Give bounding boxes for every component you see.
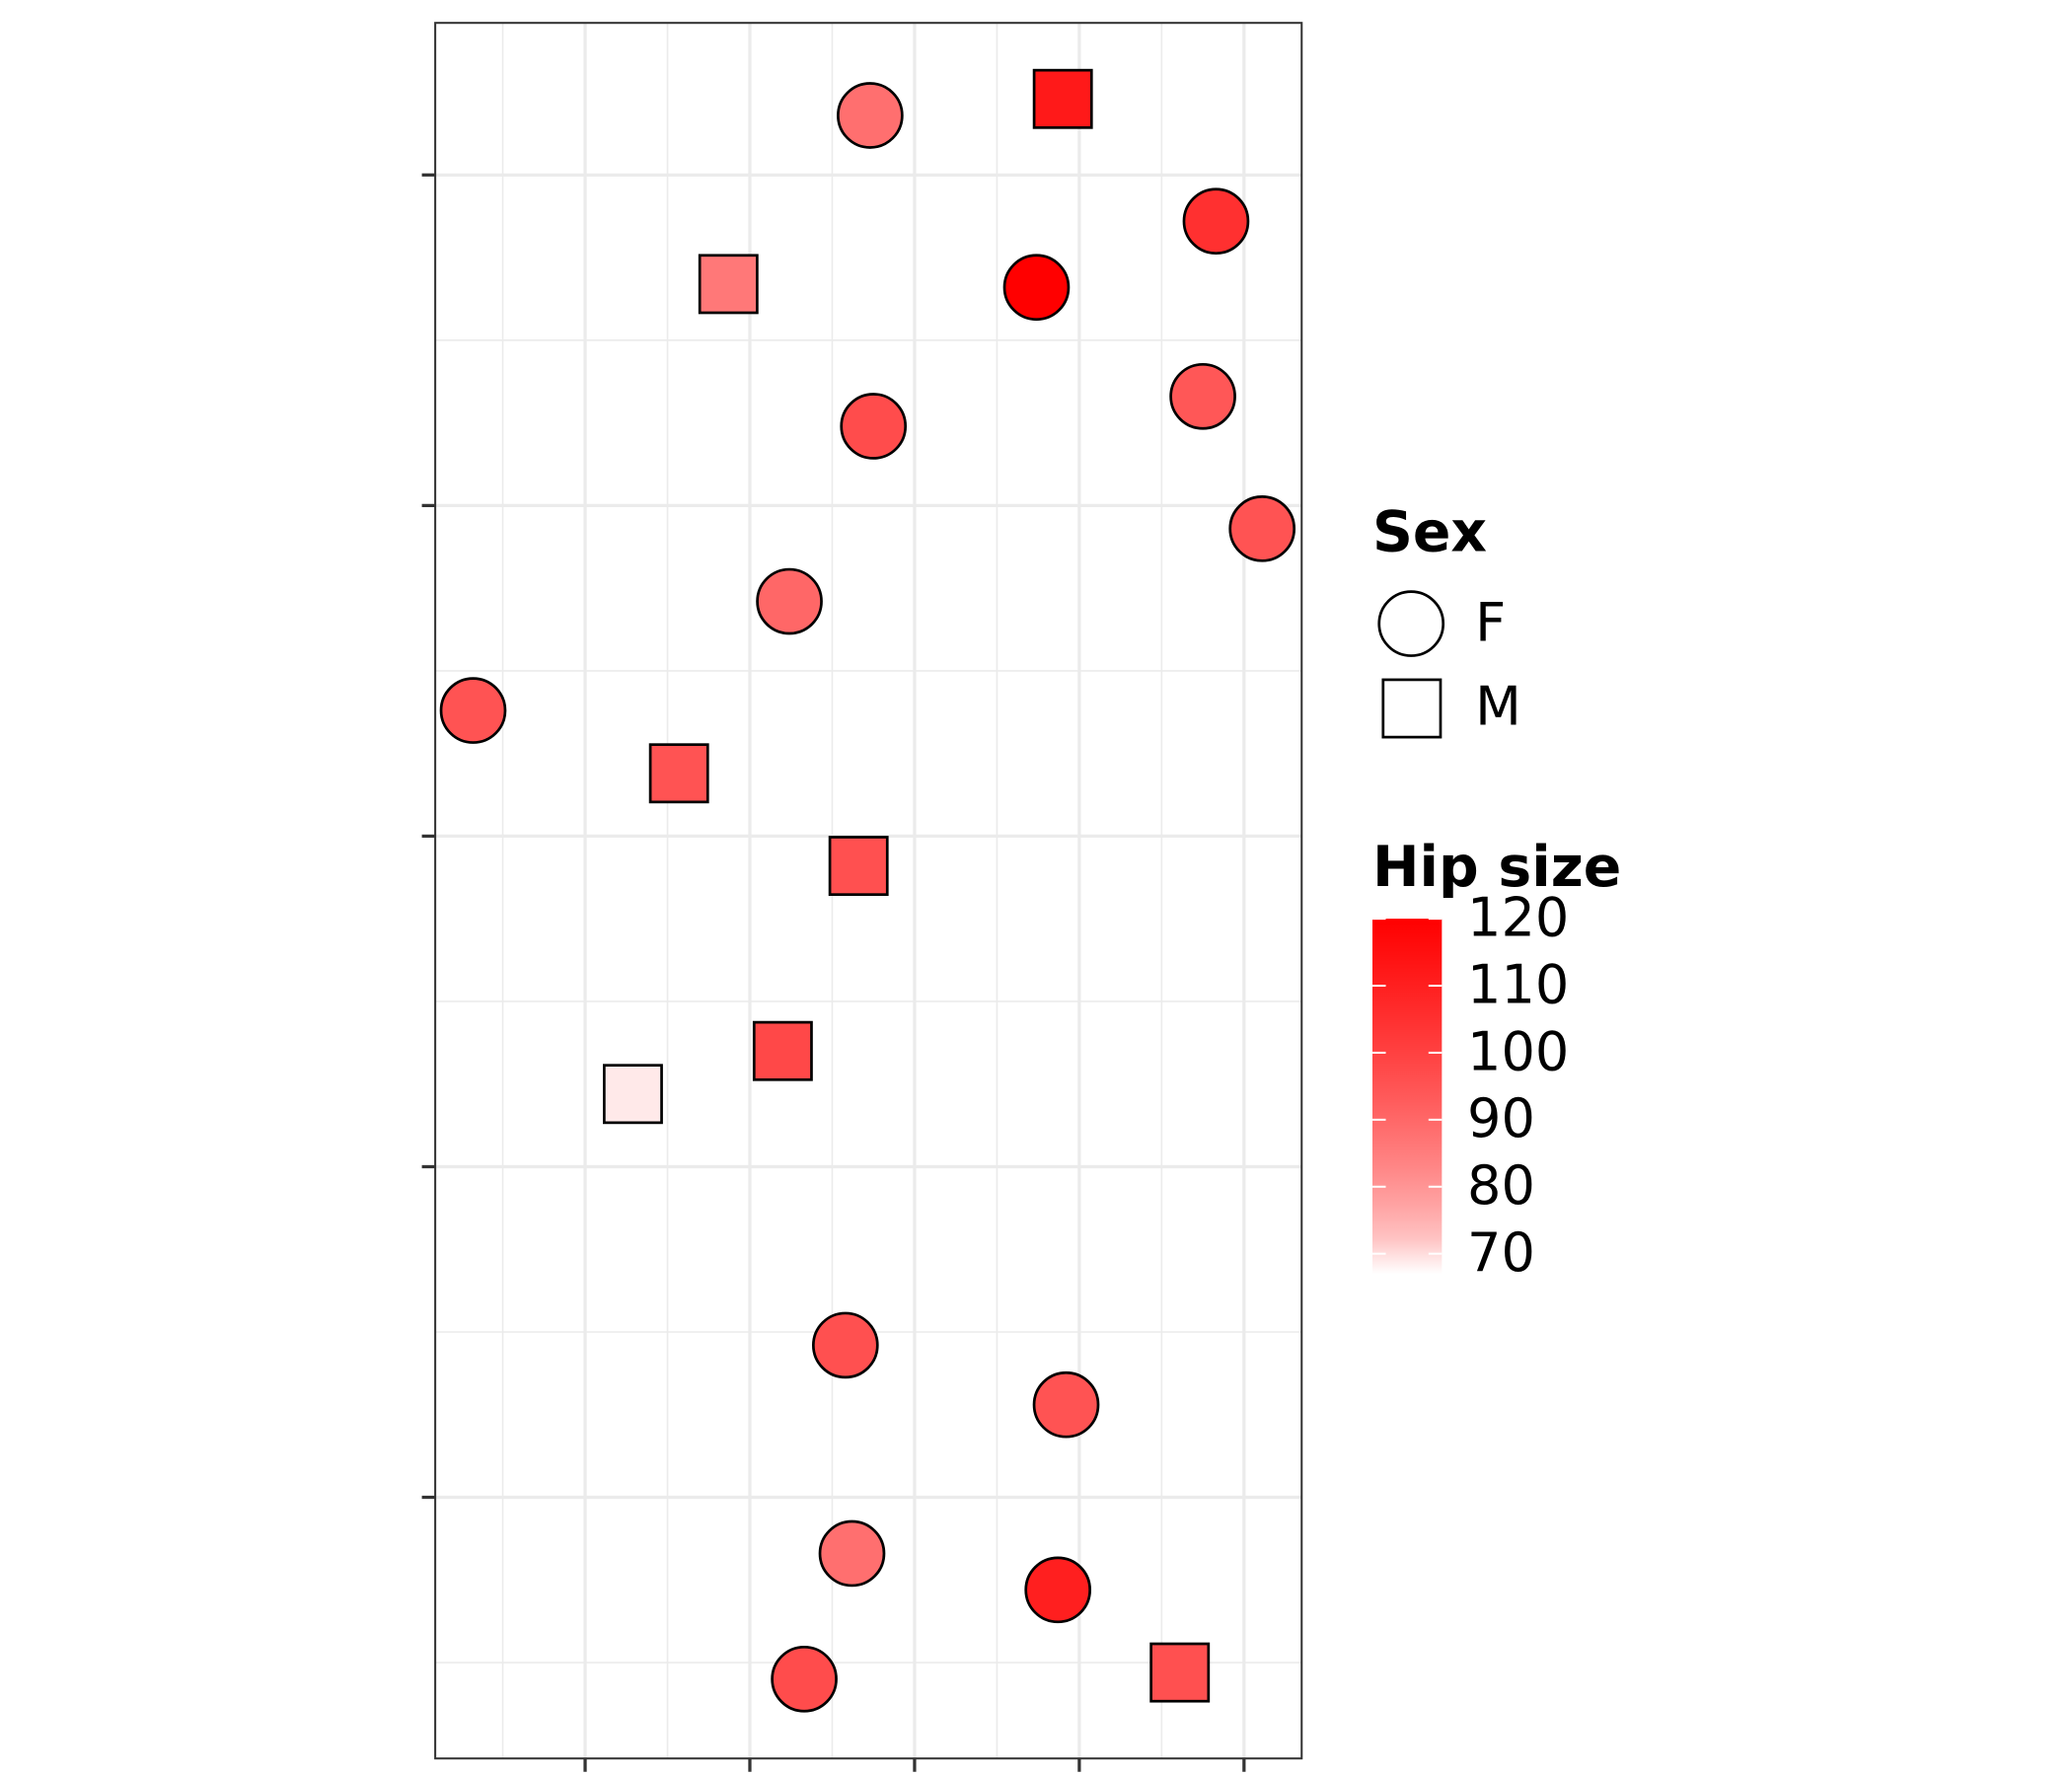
colorbar-label: 110 [1467,953,1569,1015]
point-square [1149,1642,1211,1703]
point-circle [1024,1556,1092,1624]
legend-label: M [1475,676,1521,738]
point-circle [840,393,908,460]
point-circle [1182,187,1250,256]
grid [435,23,1302,1759]
color-legend-title: Hip size [1372,835,1621,900]
point-circle [771,1645,838,1713]
colorbar [1371,919,1443,1275]
point-circle [439,677,507,744]
point-circle [818,1519,886,1588]
point-square [698,254,759,315]
legend-label: F [1475,591,1506,653]
colorbar-label: 70 [1467,1221,1535,1284]
points [439,68,1296,1713]
panel-border [434,22,1303,1760]
point-square [648,743,709,804]
point-circle [756,567,823,635]
point-square [828,836,889,897]
point-square [752,1020,813,1081]
shape-legend-title: Sex [1372,499,1487,564]
axes [421,173,1246,1772]
legend-key-square [1381,678,1443,739]
colorbar-label: 120 [1467,886,1569,948]
colorbar-label: 100 [1467,1020,1569,1082]
point-circle [1002,254,1071,322]
colorbar-label: 80 [1467,1154,1535,1217]
point-circle [1169,362,1236,430]
point-circle [1032,1370,1100,1439]
point-circle [837,82,904,149]
point-circle [811,1311,879,1379]
point-square [603,1064,663,1125]
colorbar-label: 90 [1467,1087,1535,1149]
point-square [1032,68,1093,129]
point-circle [1228,494,1296,562]
legend-key-circle [1377,590,1445,657]
